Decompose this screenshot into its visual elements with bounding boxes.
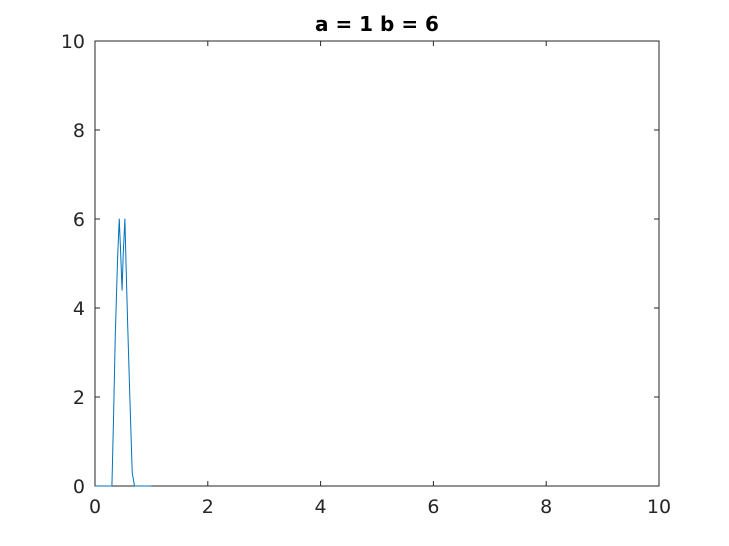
y-tick-label: 10 [61, 31, 85, 53]
y-tick-label: 0 [73, 476, 85, 498]
series-layer [95, 218, 152, 487]
x-tick-label: 10 [647, 496, 671, 518]
x-tick-label: 6 [427, 496, 439, 518]
x-tick-label: 2 [202, 496, 214, 518]
series-line [95, 218, 152, 487]
y-tick-label: 8 [73, 120, 85, 142]
x-tick-label: 0 [89, 496, 101, 518]
axes: 0 2 4 6 8 10 0 2 4 6 8 10 [61, 31, 671, 518]
chart-title: a = 1 b = 6 [315, 12, 439, 36]
y-tick-label: 2 [73, 387, 85, 409]
x-tick-label: 4 [315, 496, 327, 518]
y-tick-label: 6 [73, 209, 85, 231]
axes-box [94, 40, 660, 487]
x-tick-label: 8 [540, 496, 552, 518]
y-tick-label: 4 [73, 298, 85, 320]
